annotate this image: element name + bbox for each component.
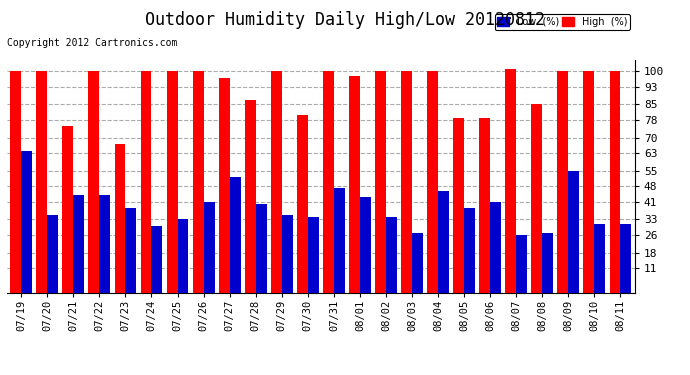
Bar <box>360 197 371 292</box>
Bar <box>204 202 215 292</box>
Bar <box>427 71 438 292</box>
Bar <box>271 71 282 292</box>
Bar <box>10 71 21 292</box>
Bar <box>453 118 464 292</box>
Bar <box>490 202 501 292</box>
Bar <box>88 71 99 292</box>
Bar <box>256 204 266 292</box>
Bar <box>245 100 256 292</box>
Bar <box>349 75 360 292</box>
Bar <box>542 233 553 292</box>
Bar <box>152 226 162 292</box>
Bar <box>177 219 188 292</box>
Bar <box>386 217 397 292</box>
Bar <box>584 71 594 292</box>
Bar <box>569 171 580 292</box>
Bar <box>505 69 516 292</box>
Bar <box>609 71 620 292</box>
Text: Copyright 2012 Cartronics.com: Copyright 2012 Cartronics.com <box>7 38 177 48</box>
Bar <box>115 144 126 292</box>
Bar <box>62 126 73 292</box>
Bar <box>21 151 32 292</box>
Bar <box>193 71 204 292</box>
Bar <box>375 71 386 292</box>
Bar <box>438 190 449 292</box>
Text: Outdoor Humidity Daily High/Low 20120812: Outdoor Humidity Daily High/Low 20120812 <box>145 11 545 29</box>
Bar <box>464 209 475 292</box>
Bar <box>480 118 490 292</box>
Bar <box>401 71 412 292</box>
Bar <box>334 188 345 292</box>
Bar <box>48 215 58 292</box>
Bar <box>230 177 241 292</box>
Bar <box>308 217 319 292</box>
Bar <box>516 235 527 292</box>
Bar <box>558 71 569 292</box>
Bar <box>99 195 110 292</box>
Bar <box>141 71 152 292</box>
Bar <box>620 224 631 292</box>
Bar <box>219 78 230 292</box>
Bar <box>531 104 542 292</box>
Bar <box>166 71 177 292</box>
Bar <box>297 116 308 292</box>
Bar <box>282 215 293 292</box>
Bar <box>594 224 605 292</box>
Bar <box>37 71 48 292</box>
Legend: Low  (%), High  (%): Low (%), High (%) <box>495 14 630 30</box>
Bar <box>126 209 137 292</box>
Bar <box>323 71 334 292</box>
Bar <box>73 195 84 292</box>
Bar <box>412 233 423 292</box>
